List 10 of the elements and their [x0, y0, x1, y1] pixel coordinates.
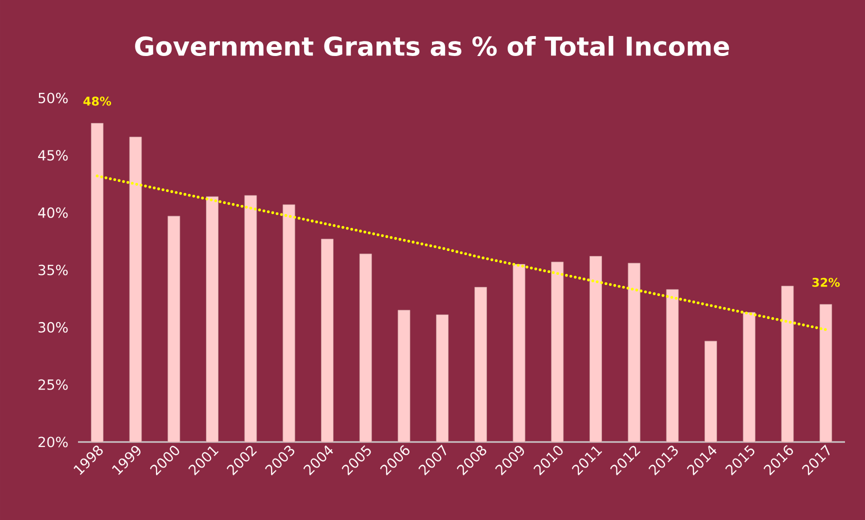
y-tick-label: 30%	[38, 322, 68, 333]
y-tick-label: 50%	[38, 92, 68, 104]
y-tick-label: 40%	[38, 207, 68, 218]
y-tick-label: 35%	[38, 264, 68, 276]
y-tick-label: 45%	[38, 150, 68, 161]
data-label: 48%	[83, 96, 112, 106]
data-label: 32%	[812, 278, 840, 287]
chart-title: Government Grants as % of Total Income	[135, 36, 729, 56]
y-tick-label: 25%	[38, 379, 68, 390]
y-tick-label: 20%	[38, 436, 68, 448]
